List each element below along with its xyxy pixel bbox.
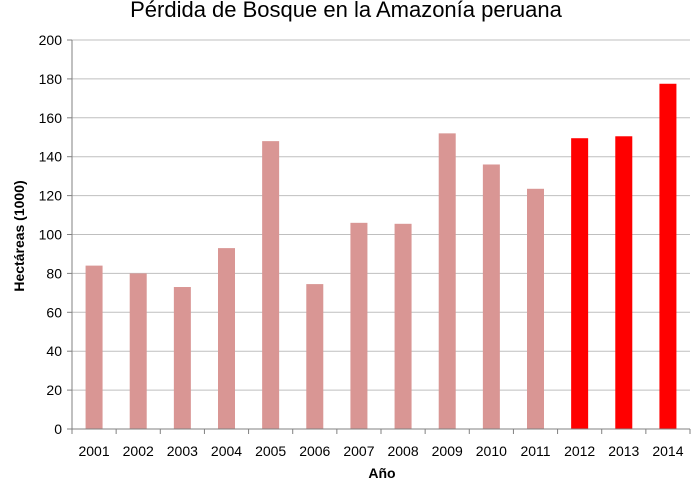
bar-2013: [615, 136, 633, 429]
y-tick-label: 80: [46, 265, 62, 281]
y-tick-label: 0: [54, 421, 62, 437]
bar-2008: [394, 223, 412, 429]
x-tick-label: 2009: [432, 443, 463, 459]
x-tick-label: 2013: [608, 443, 639, 459]
bar-2004: [218, 248, 235, 429]
y-tick-label: 120: [39, 188, 63, 204]
y-tick-label: 100: [39, 227, 63, 243]
bar-2014: [659, 83, 677, 429]
x-tick-label: 2003: [167, 443, 198, 459]
x-tick-label: 2011: [520, 443, 550, 459]
bar-2005: [262, 141, 280, 429]
bar-2003: [173, 287, 191, 429]
x-tick-label: 2007: [343, 443, 374, 459]
x-tick-label: 2012: [564, 443, 595, 459]
chart-title: Pérdida de Bosque en la Amazonía peruana: [130, 0, 563, 22]
x-tick-label: 2014: [652, 443, 683, 459]
y-tick-label: 160: [39, 110, 63, 126]
axes: 0 20 40 60 80 100 120 140 160 180 200 2001 2002 2003 2…: [39, 32, 691, 459]
x-tick-label: 2006: [299, 443, 330, 459]
x-tick-label: 2005: [255, 443, 286, 459]
bar-2011: [527, 188, 544, 429]
y-tick-label: 140: [39, 149, 63, 165]
x-axis-title: Año: [368, 465, 395, 481]
x-tick-label: 2010: [476, 443, 507, 459]
y-tick-label: 60: [46, 304, 62, 320]
bar-2001: [85, 265, 103, 429]
y-tick-label: 40: [46, 343, 62, 359]
y-axis-title: Hectáreas (1000): [11, 180, 27, 291]
x-tick-label: 2004: [211, 443, 242, 459]
y-tick-label: 200: [39, 32, 63, 48]
bar-2012: [571, 138, 589, 429]
x-tick-label: 2008: [387, 443, 418, 459]
bar-2007: [350, 222, 368, 429]
bars: [85, 83, 677, 430]
bar-2009: [438, 133, 456, 430]
bar-2006: [306, 284, 324, 429]
x-tick-label: 2002: [123, 443, 154, 459]
x-tick-label: 2001: [78, 443, 109, 459]
y-tick-label: 180: [39, 71, 63, 87]
grid-lines: [72, 39, 690, 430]
bar-2010: [482, 164, 500, 430]
bar-2002: [129, 273, 147, 429]
y-tick-label: 20: [46, 382, 62, 398]
